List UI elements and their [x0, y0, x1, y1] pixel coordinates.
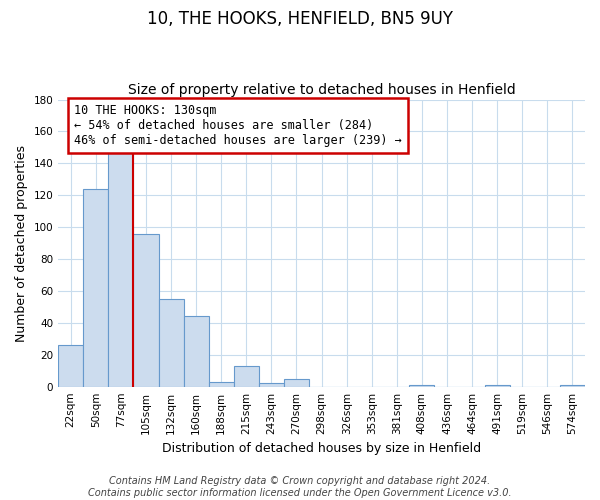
Bar — [109, 150, 133, 386]
Bar — [184, 316, 209, 386]
Bar — [259, 384, 284, 386]
Bar — [83, 189, 109, 386]
Bar — [209, 382, 234, 386]
Title: Size of property relative to detached houses in Henfield: Size of property relative to detached ho… — [128, 83, 515, 97]
Bar — [284, 378, 309, 386]
Bar — [409, 385, 434, 386]
Bar — [58, 345, 83, 387]
Text: 10 THE HOOKS: 130sqm
← 54% of detached houses are smaller (284)
46% of semi-deta: 10 THE HOOKS: 130sqm ← 54% of detached h… — [74, 104, 402, 147]
Bar — [234, 366, 259, 386]
Text: Contains HM Land Registry data © Crown copyright and database right 2024.
Contai: Contains HM Land Registry data © Crown c… — [88, 476, 512, 498]
Text: 10, THE HOOKS, HENFIELD, BN5 9UY: 10, THE HOOKS, HENFIELD, BN5 9UY — [147, 10, 453, 28]
Bar — [485, 385, 510, 386]
Y-axis label: Number of detached properties: Number of detached properties — [15, 144, 28, 342]
X-axis label: Distribution of detached houses by size in Henfield: Distribution of detached houses by size … — [162, 442, 481, 455]
Bar — [158, 299, 184, 386]
Bar — [133, 234, 158, 386]
Bar — [560, 385, 585, 386]
